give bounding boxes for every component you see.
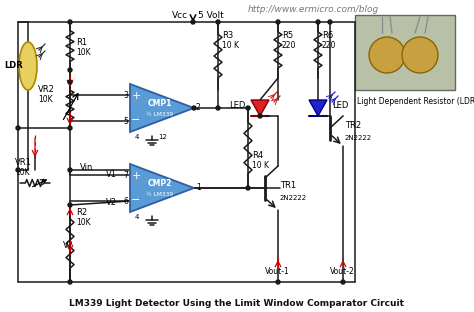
Text: +: +: [131, 91, 141, 101]
Ellipse shape: [19, 42, 37, 90]
Text: CMP1: CMP1: [148, 100, 172, 109]
Text: 10K: 10K: [76, 48, 91, 57]
Text: R4: R4: [252, 151, 263, 160]
Text: LED: LED: [332, 101, 348, 110]
Text: LDR: LDR: [5, 61, 23, 71]
Text: VR2: VR2: [38, 85, 55, 94]
Circle shape: [68, 20, 72, 24]
Circle shape: [68, 68, 72, 72]
Circle shape: [192, 106, 196, 110]
Polygon shape: [309, 100, 327, 116]
Text: LM339 Light Detector Using the Limit Window Comparator Circuit: LM339 Light Detector Using the Limit Win…: [70, 299, 404, 308]
Text: 2: 2: [196, 104, 201, 113]
Circle shape: [68, 203, 72, 207]
Text: Vout-2: Vout-2: [330, 267, 355, 276]
Text: TR2: TR2: [345, 121, 361, 130]
Circle shape: [369, 37, 405, 73]
Text: 6: 6: [123, 197, 128, 206]
Polygon shape: [251, 100, 269, 116]
Text: 220: 220: [282, 41, 296, 50]
Circle shape: [68, 80, 72, 84]
Text: 220: 220: [322, 41, 337, 50]
Text: 4: 4: [135, 134, 139, 140]
Circle shape: [68, 280, 72, 284]
Text: Light Dependent Resistor (LDR): Light Dependent Resistor (LDR): [357, 97, 474, 106]
Circle shape: [246, 186, 250, 190]
Circle shape: [276, 280, 280, 284]
Text: 2N2222: 2N2222: [345, 135, 372, 141]
Circle shape: [246, 106, 250, 110]
Circle shape: [16, 168, 20, 172]
Text: R1: R1: [76, 38, 87, 47]
Text: Vin: Vin: [80, 163, 93, 172]
Circle shape: [68, 126, 72, 130]
Text: LED: LED: [229, 101, 246, 110]
Text: +: +: [131, 171, 141, 181]
Text: VR1: VR1: [15, 158, 32, 167]
Text: 2N2222: 2N2222: [280, 195, 307, 201]
Circle shape: [402, 37, 438, 73]
Circle shape: [216, 20, 220, 24]
Text: CMP2: CMP2: [148, 179, 172, 188]
Circle shape: [316, 20, 320, 24]
Text: V1: V1: [106, 170, 117, 179]
Text: 10K: 10K: [15, 168, 29, 177]
Text: 5 Volt: 5 Volt: [198, 11, 224, 19]
Text: R2: R2: [76, 208, 87, 217]
Text: 12: 12: [158, 134, 167, 140]
Text: R3: R3: [222, 31, 233, 40]
Polygon shape: [130, 164, 194, 212]
Text: −: −: [131, 115, 141, 125]
Text: 10K: 10K: [38, 95, 53, 104]
Text: http://www.ermicro.com/blog: http://www.ermicro.com/blog: [248, 6, 379, 14]
Text: 1: 1: [196, 183, 201, 193]
Circle shape: [341, 280, 345, 284]
Text: R5: R5: [282, 31, 293, 40]
Text: TR1: TR1: [280, 181, 296, 190]
Circle shape: [68, 168, 72, 172]
Circle shape: [16, 126, 20, 130]
Text: 4: 4: [135, 214, 139, 220]
Circle shape: [276, 20, 280, 24]
Polygon shape: [130, 84, 194, 132]
Text: −: −: [131, 195, 141, 205]
Text: 10K: 10K: [76, 218, 91, 227]
Text: 10 K: 10 K: [252, 161, 269, 170]
Text: 7: 7: [123, 170, 128, 179]
Text: Vout-1: Vout-1: [265, 267, 290, 276]
Circle shape: [328, 20, 332, 24]
Text: 10 K: 10 K: [222, 41, 239, 50]
Text: 3: 3: [123, 90, 128, 100]
Circle shape: [216, 106, 220, 110]
Text: V2: V2: [106, 198, 117, 207]
Text: ½ LM339: ½ LM339: [146, 111, 173, 116]
Text: V2: V2: [63, 241, 73, 250]
Text: R6: R6: [322, 31, 333, 40]
Circle shape: [258, 114, 262, 118]
Text: 5: 5: [123, 116, 128, 125]
FancyBboxPatch shape: [355, 15, 455, 90]
Text: ½ LM339: ½ LM339: [146, 192, 173, 197]
Text: Vcc: Vcc: [172, 11, 188, 19]
Circle shape: [191, 20, 195, 24]
